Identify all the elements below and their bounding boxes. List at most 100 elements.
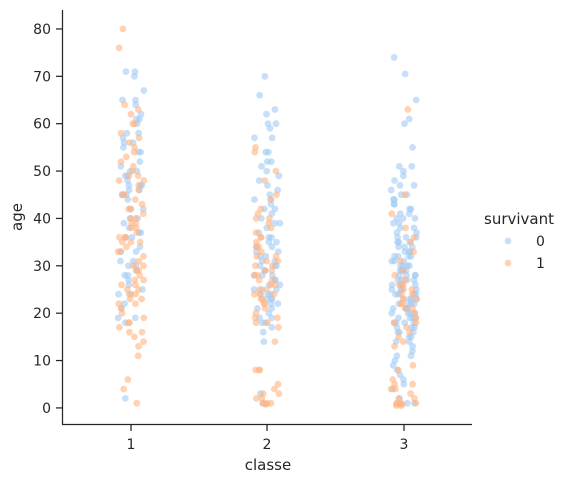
point-survivant-0 (403, 399, 411, 407)
point-survivant-0 (272, 120, 280, 128)
x-tick-label: 1 (127, 437, 136, 453)
point-survivant-1 (115, 44, 123, 52)
point-survivant-1 (121, 101, 128, 109)
point-survivant-1 (408, 290, 416, 298)
legend-marker-1 (504, 259, 512, 267)
point-survivant-0 (387, 186, 395, 194)
y-tick-label: 0 (42, 401, 51, 417)
point-survivant-0 (405, 210, 413, 218)
y-tick-label: 20 (33, 306, 51, 322)
point-survivant-0 (258, 162, 265, 170)
point-survivant-1 (270, 290, 278, 298)
legend: survivant 01 (484, 210, 554, 272)
point-survivant-1 (263, 257, 270, 265)
point-survivant-1 (397, 257, 404, 265)
point-survivant-1 (118, 309, 126, 317)
point-survivant-1 (267, 224, 275, 232)
point-survivant-1 (261, 305, 269, 312)
point-survivant-0 (401, 120, 408, 128)
y-axis-label: age (8, 203, 26, 231)
y-tick-label: 30 (33, 259, 51, 275)
point-survivant-1 (395, 333, 402, 341)
point-survivant-1 (122, 153, 130, 161)
x-axis-label: classe (245, 456, 291, 474)
point-survivant-1 (274, 380, 282, 388)
point-survivant-0 (256, 262, 264, 270)
point-survivant-0 (259, 328, 267, 336)
point-survivant-0 (412, 96, 420, 104)
point-survivant-1 (251, 148, 259, 156)
point-survivant-1 (251, 290, 258, 298)
point-survivant-1 (132, 300, 139, 308)
point-survivant-0 (120, 144, 127, 151)
point-survivant-1 (131, 333, 138, 341)
point-survivant-1 (271, 338, 279, 345)
point-survivant-0 (406, 314, 414, 322)
point-survivant-1 (138, 200, 146, 208)
plot-points (114, 25, 421, 409)
point-survivant-0 (251, 196, 258, 203)
point-survivant-0 (408, 162, 416, 170)
point-survivant-0 (120, 219, 128, 227)
point-survivant-0 (388, 309, 396, 317)
point-survivant-1 (140, 276, 148, 284)
point-survivant-1 (117, 129, 125, 137)
point-survivant-0 (263, 167, 271, 175)
point-survivant-1 (407, 238, 415, 246)
point-survivant-1 (123, 286, 131, 293)
point-survivant-1 (264, 319, 271, 327)
point-survivant-1 (256, 366, 264, 374)
point-survivant-0 (389, 361, 397, 369)
legend-label-1: 1 (536, 256, 545, 272)
point-survivant-0 (396, 181, 404, 189)
point-survivant-0 (405, 338, 413, 345)
point-survivant-0 (258, 319, 266, 327)
point-survivant-1 (275, 324, 282, 331)
point-survivant-0 (271, 219, 278, 227)
point-survivant-1 (412, 295, 420, 303)
y-tick-label: 70 (33, 69, 51, 85)
point-survivant-0 (395, 162, 403, 170)
point-survivant-0 (271, 106, 279, 113)
y-tick-label: 60 (33, 117, 51, 133)
point-survivant-1 (272, 167, 280, 175)
point-survivant-1 (253, 252, 261, 260)
point-survivant-1 (135, 134, 143, 142)
point-survivant-0 (136, 243, 144, 251)
point-survivant-1 (412, 399, 420, 407)
point-survivant-0 (131, 314, 139, 322)
point-survivant-1 (257, 234, 265, 241)
point-survivant-1 (134, 172, 142, 180)
point-survivant-1 (267, 196, 275, 203)
y-tick-label: 10 (33, 354, 51, 370)
point-survivant-0 (268, 134, 276, 142)
point-survivant-1 (391, 342, 398, 350)
point-survivant-1 (125, 139, 133, 147)
point-survivant-1 (125, 328, 133, 336)
point-survivant-0 (132, 96, 139, 104)
point-survivant-1 (133, 229, 141, 237)
point-survivant-0 (262, 148, 270, 156)
point-survivant-0 (411, 215, 419, 222)
point-survivant-1 (127, 110, 135, 118)
point-survivant-0 (124, 196, 132, 203)
point-survivant-1 (409, 361, 417, 369)
point-survivant-1 (129, 120, 137, 128)
point-survivant-0 (409, 342, 416, 350)
point-survivant-0 (268, 243, 276, 251)
point-survivant-1 (267, 281, 275, 289)
x-tick-label: 3 (400, 437, 409, 453)
y-ticks: 0 10 20 30 40 50 60 70 80 (33, 22, 63, 417)
point-survivant-1 (274, 257, 282, 265)
point-survivant-0 (267, 200, 275, 208)
point-survivant-1 (252, 262, 259, 270)
point-survivant-1 (124, 376, 132, 383)
point-survivant-1 (252, 229, 260, 237)
point-survivant-1 (407, 390, 414, 398)
point-survivant-1 (404, 106, 412, 113)
x-ticks: 1 2 3 (127, 424, 409, 453)
point-survivant-1 (253, 395, 260, 402)
point-survivant-1 (268, 267, 276, 274)
point-survivant-0 (257, 215, 265, 222)
